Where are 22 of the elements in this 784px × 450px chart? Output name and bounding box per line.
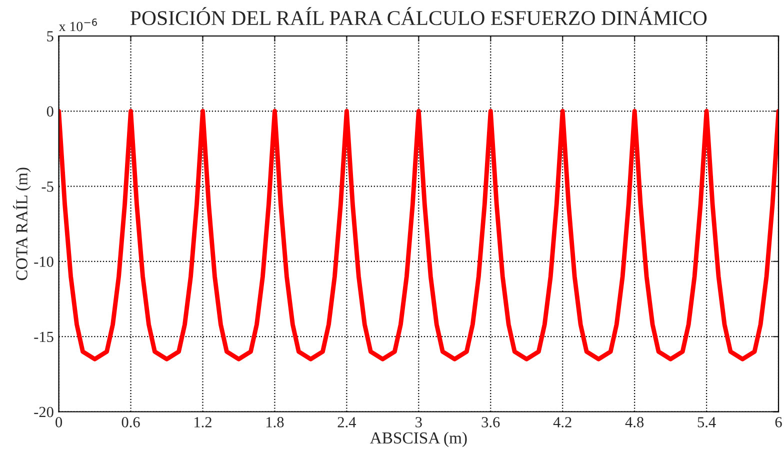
x-axis-title: ABSCISA (m) bbox=[370, 432, 467, 447]
y-tick-label: -5 bbox=[42, 182, 54, 192]
y-tick-label: 0 bbox=[46, 106, 54, 117]
chart-title: POSICIÓN DEL RAÍL PARA CÁLCULO ESFUERZO DINÁMICO bbox=[130, 7, 707, 26]
x-tick-label: 3.6 bbox=[482, 417, 500, 428]
text: x 10$^{−6}$ bbox=[58, 18, 97, 32]
x-tick-label: 2.4 bbox=[338, 417, 356, 428]
x-tick-label: 0.6 bbox=[122, 417, 140, 428]
y-tick-label: -20 bbox=[34, 406, 54, 418]
x-tick-label: 6 bbox=[775, 417, 782, 428]
y-tick-label: 5 bbox=[47, 31, 54, 42]
x-tick-label: 0 bbox=[56, 417, 62, 428]
x-tick-label: 1.2 bbox=[194, 417, 212, 428]
y-tick-label: -15 bbox=[34, 332, 54, 342]
x-tick-label: 1.8 bbox=[266, 417, 284, 428]
x-tick-label: 4.8 bbox=[625, 417, 644, 428]
x-tick-label: 3 bbox=[416, 417, 422, 428]
line-series bbox=[58, 108, 779, 362]
x-tick-label: 4.2 bbox=[553, 417, 572, 428]
y-tick-label: -10 bbox=[34, 256, 54, 267]
y-axis-title: COTA RAÍL (m) bbox=[12, 168, 31, 280]
x-tick-label: 5.4 bbox=[698, 417, 716, 428]
